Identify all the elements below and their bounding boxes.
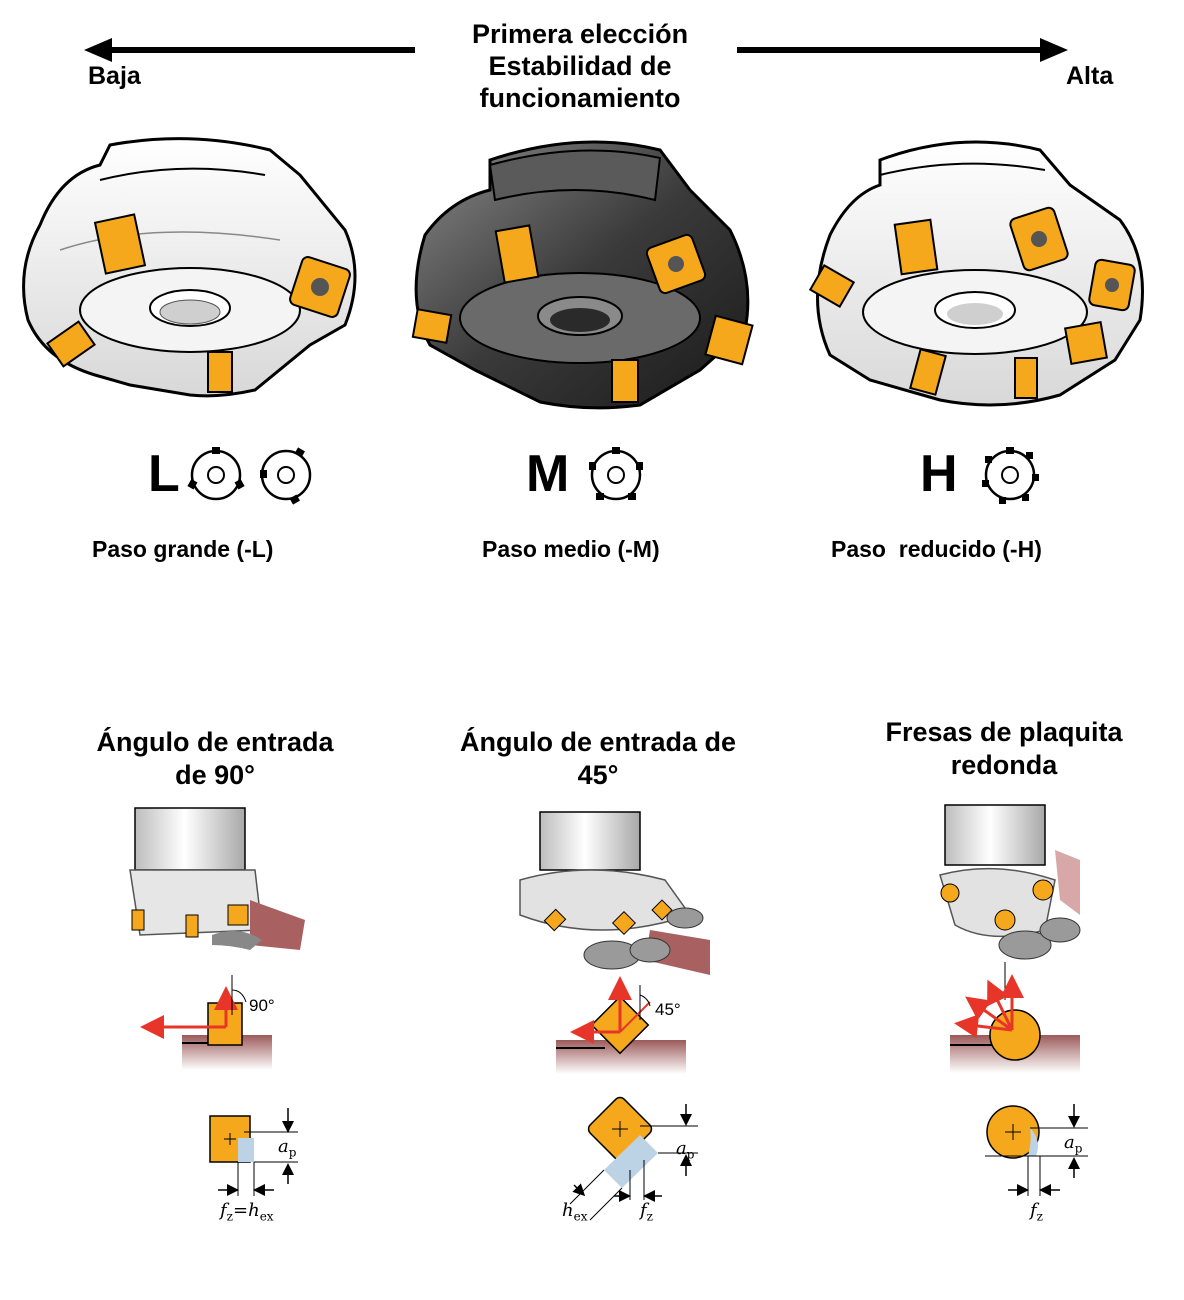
fz-label-round: fz [1030, 1200, 1043, 1224]
hex-label-45: hex [562, 1200, 588, 1224]
cutter-round-illustration [939, 804, 1081, 960]
stability-title-line-1: Primera elección [471, 19, 689, 49]
chip-thickness-round [985, 1104, 1088, 1196]
cutter-45-illustration [519, 811, 710, 975]
section-title-round: Fresas de plaquita redonda [885, 717, 1123, 780]
cutting-forces-round [950, 962, 1080, 1073]
caption-fine-pitch: Paso reducido (-H) [831, 536, 1042, 562]
pitch-letter-l: L [148, 445, 180, 503]
pitch-symbol-m [589, 447, 643, 501]
cutter-fine-pitch [808, 140, 1144, 407]
cutter-medium-pitch [411, 140, 754, 410]
ap-label-90: ap [278, 1136, 297, 1160]
chip-thickness-90 [209, 1108, 298, 1196]
angle-label-90: 90° [249, 996, 275, 1015]
caption-medium-pitch: Paso medio (-M) [482, 536, 660, 562]
pitch-symbol-l-1 [187, 447, 245, 501]
cutter-90-illustration [129, 807, 305, 950]
pitch-letter-h: H [920, 445, 958, 503]
stability-title-line-2: Estabilidad de [488, 51, 672, 81]
fz-label-45: fz [640, 1200, 653, 1224]
stability-title: Primera elección Estabilidad de funciona… [430, 18, 730, 114]
section-title-90: Ángulo de entrada de 90° [96, 727, 334, 790]
low-label: Baja [88, 62, 141, 90]
fz-hex-label-90: fz=hex [220, 1200, 274, 1224]
cutting-forces-90 [140, 975, 272, 1070]
low-arrow [84, 38, 415, 62]
pitch-symbol-h [982, 447, 1039, 504]
caption-coarse-pitch: Paso grande (-L) [92, 536, 274, 562]
section-title-45: Ángulo de entrada de 45° [459, 727, 737, 790]
pitch-symbol-l-2 [260, 447, 312, 505]
chip-thickness-45 [569, 1096, 698, 1221]
cutter-coarse-pitch [22, 137, 357, 398]
stability-title-line-3: funcionamiento [479, 83, 681, 113]
pitch-letter-m: M [526, 445, 570, 503]
angle-label-45: 45° [655, 1000, 681, 1019]
ap-label-45: ap [676, 1138, 695, 1162]
high-label: Alta [1066, 62, 1114, 90]
cutting-forces-45 [556, 976, 686, 1074]
high-arrow [737, 38, 1068, 62]
ap-label-round: ap [1064, 1132, 1083, 1156]
